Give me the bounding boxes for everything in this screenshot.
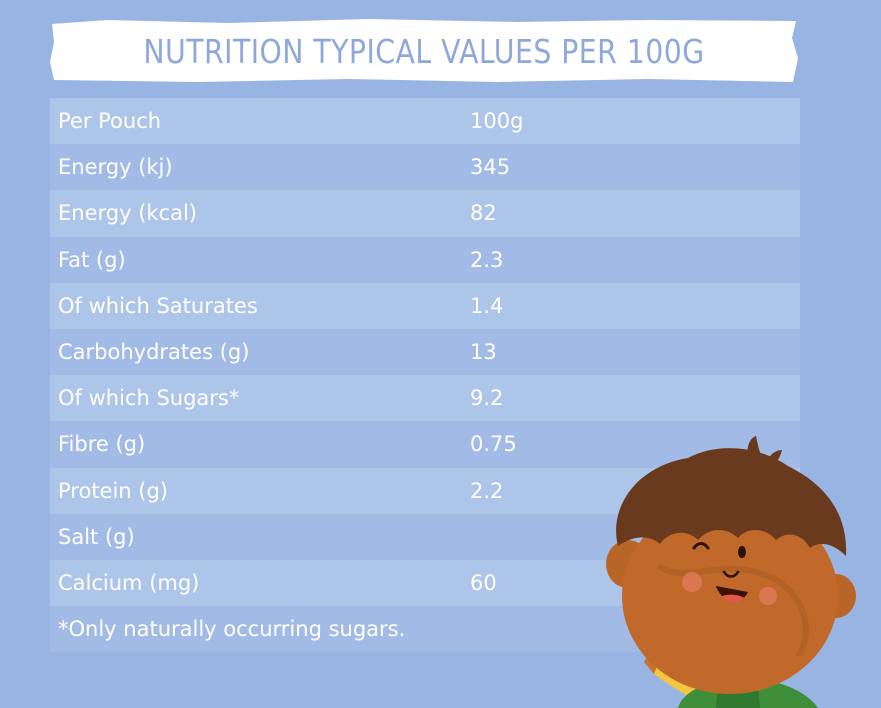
footnote: *Only naturally occurring sugars. bbox=[50, 606, 680, 653]
right-eye bbox=[738, 546, 746, 558]
table-row: Carbohydrates (g) 13 bbox=[50, 328, 800, 376]
row-label: Carbohydrates (g) bbox=[58, 340, 250, 365]
table-row: Fat (g) 2.3 bbox=[50, 236, 800, 283]
child-illustration bbox=[606, 436, 856, 708]
row-label: Calcium (mg) bbox=[58, 570, 200, 595]
left-cheek bbox=[682, 572, 702, 592]
right-cheek bbox=[759, 587, 777, 605]
row-label: Fibre (g) bbox=[58, 432, 146, 457]
row-value: 2.2 bbox=[470, 478, 504, 503]
row-value: 100g bbox=[470, 109, 524, 134]
row-label: Per Pouch bbox=[58, 109, 162, 134]
table-row: Of which Sugars* 9.2 bbox=[50, 375, 800, 422]
title-banner: NUTRITION TYPICAL VALUES PER 100G bbox=[48, 18, 800, 84]
row-label: Salt (g) bbox=[58, 524, 135, 549]
footnote-text: *Only naturally occurring sugars. bbox=[58, 617, 406, 642]
row-label: Protein (g) bbox=[58, 478, 169, 503]
row-value: 60 bbox=[470, 570, 497, 595]
table-row: Of which Saturates 1.4 bbox=[50, 282, 800, 329]
table-row: Per Pouch 100g bbox=[50, 98, 800, 145]
row-label: Energy (kcal) bbox=[58, 201, 197, 226]
row-value: 2.3 bbox=[470, 247, 504, 272]
nose bbox=[722, 570, 740, 578]
row-label: Of which Saturates bbox=[58, 293, 258, 318]
hair bbox=[616, 448, 847, 556]
table-row: Fibre (g) 0.75 bbox=[50, 421, 800, 468]
page-title: NUTRITION TYPICAL VALUES PER 100G bbox=[143, 31, 705, 71]
row-label: Energy (kj) bbox=[58, 155, 173, 180]
banner-shape bbox=[50, 19, 798, 82]
row-label: Of which Sugars* bbox=[58, 386, 240, 411]
left-eye bbox=[692, 542, 710, 550]
table-row: Energy (kcal) 82 bbox=[50, 190, 800, 237]
row-value: 82 bbox=[470, 201, 497, 226]
row-value: 345 bbox=[470, 155, 511, 180]
row-value: 13 bbox=[470, 340, 497, 365]
row-label: Fat (g) bbox=[58, 247, 126, 272]
table-row: Energy (kj) 345 bbox=[50, 144, 800, 191]
row-value: 0.75 bbox=[470, 432, 517, 457]
row-value: 9.2 bbox=[470, 386, 504, 411]
nutrition-table: Per Pouch 100g Energy (kj) 345 Energy (k… bbox=[50, 98, 800, 653]
row-value: 1.4 bbox=[470, 293, 504, 318]
